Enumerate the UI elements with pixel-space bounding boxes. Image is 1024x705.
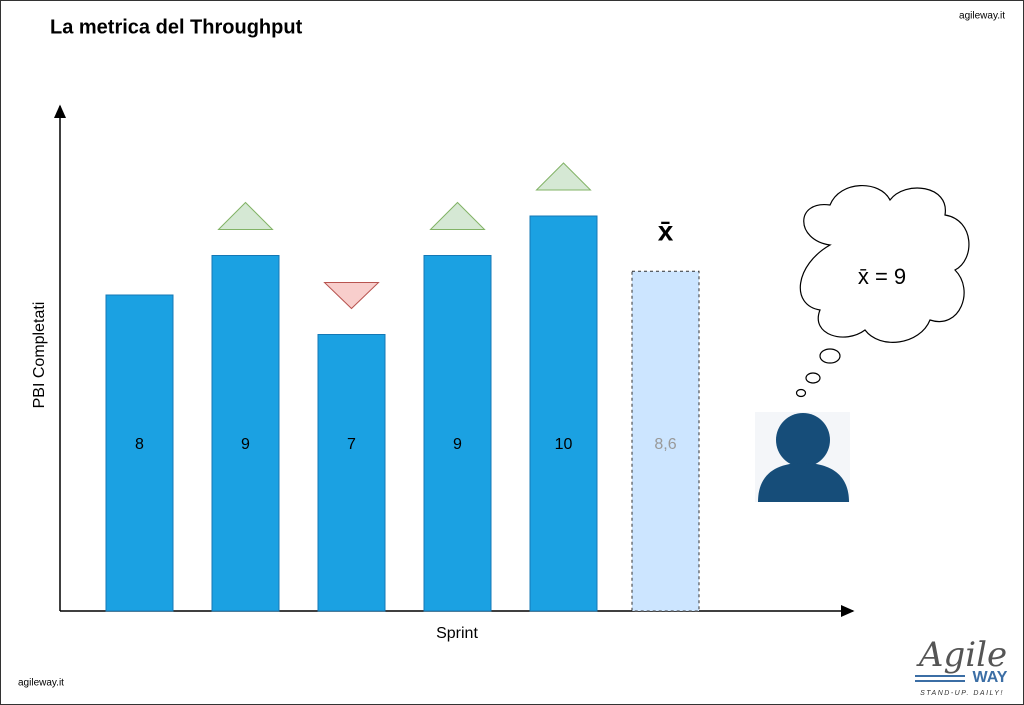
- mean-label: 8,6: [654, 436, 676, 453]
- mean-symbol: x̄: [658, 216, 674, 247]
- bar: [423, 255, 492, 612]
- bar: [105, 294, 174, 612]
- site-top: agileway.it: [959, 11, 1005, 22]
- thought-text: x̄ = 9: [858, 264, 906, 289]
- trend-down: [323, 282, 380, 310]
- x-axis-label: Sprint: [436, 625, 478, 642]
- y-axis-label: PBI Completati: [31, 302, 48, 409]
- logo: Agile WAY STAND-UP. DAILY!: [915, 635, 1008, 697]
- value-label: 9: [453, 436, 462, 453]
- mean-bar: [631, 270, 700, 612]
- person-icon: [755, 412, 850, 502]
- trend-up: [535, 162, 592, 191]
- bar: [529, 215, 598, 612]
- thought-cloud: [795, 185, 970, 398]
- bar: [211, 255, 280, 612]
- bar: [317, 334, 386, 612]
- value-label: 7: [347, 436, 356, 453]
- value-label: 9: [241, 436, 250, 453]
- trend-up: [429, 201, 486, 230]
- logo-sub: WAY: [973, 669, 1008, 686]
- logo-tagline: STAND-UP. DAILY!: [920, 690, 1004, 697]
- value-label: 10: [555, 436, 573, 453]
- site-bottom: agileway.it: [18, 678, 64, 689]
- value-label: 8: [135, 436, 144, 453]
- trend-up: [217, 201, 274, 230]
- logo-name: Agile: [916, 635, 1007, 675]
- title: La metrica del Throughput: [50, 16, 303, 38]
